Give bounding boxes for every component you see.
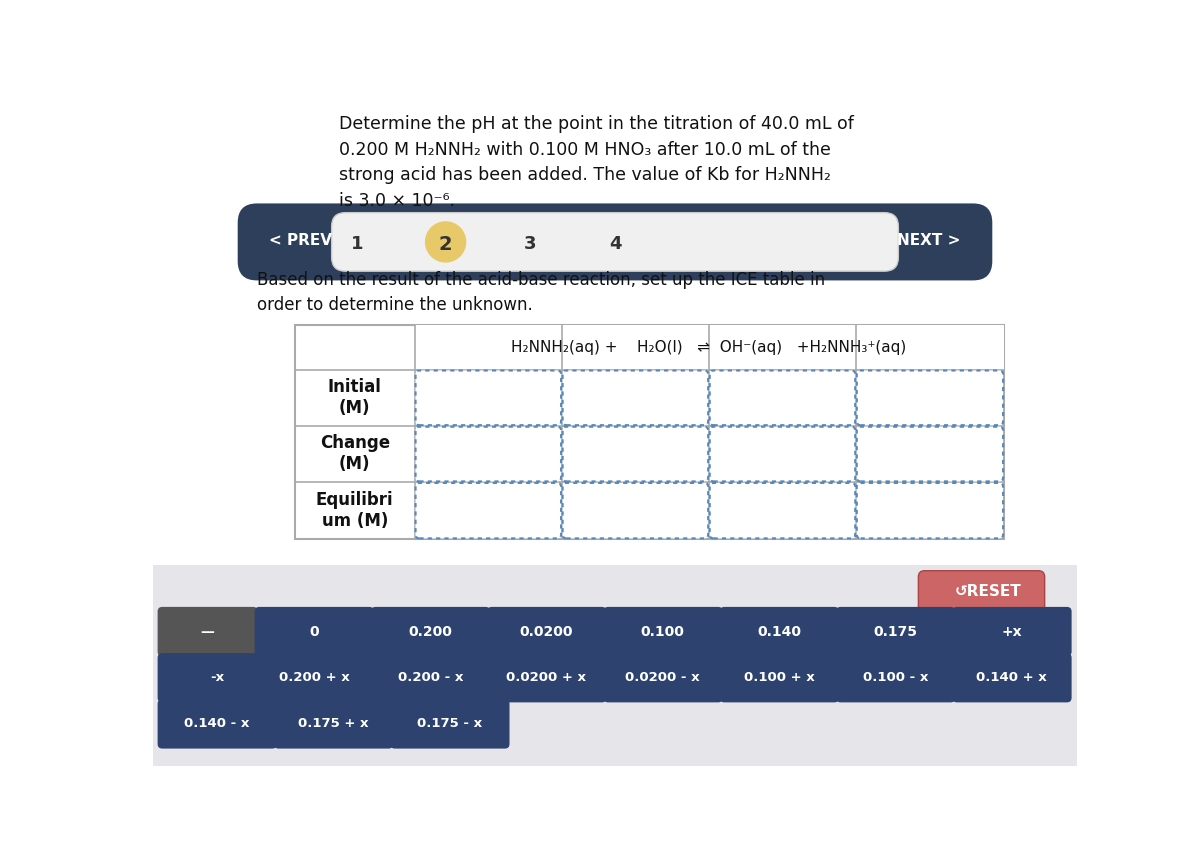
FancyBboxPatch shape (563, 483, 708, 538)
Text: 1: 1 (350, 235, 364, 253)
Text: 0.200 + x: 0.200 + x (278, 672, 349, 684)
Bar (415, 325, 1004, 369)
FancyBboxPatch shape (274, 699, 394, 748)
Text: ↺RESET: ↺RESET (954, 584, 1021, 599)
Text: 0.140 + x: 0.140 + x (976, 672, 1046, 684)
Text: Initial
(M): Initial (M) (328, 378, 382, 417)
FancyBboxPatch shape (415, 483, 562, 538)
Text: +x: +x (1001, 624, 1022, 639)
FancyBboxPatch shape (238, 203, 992, 281)
Text: 4: 4 (608, 235, 622, 253)
Text: 0.175 + x: 0.175 + x (298, 717, 368, 730)
FancyBboxPatch shape (390, 699, 510, 748)
Text: 2: 2 (439, 235, 452, 254)
Text: 3: 3 (524, 235, 536, 253)
FancyBboxPatch shape (563, 427, 708, 481)
FancyBboxPatch shape (604, 653, 722, 703)
FancyBboxPatch shape (836, 653, 955, 703)
Text: 0.175 - x: 0.175 - x (416, 717, 482, 730)
Text: 0.0200 - x: 0.0200 - x (625, 672, 700, 684)
Text: 0.100 + x: 0.100 + x (744, 672, 815, 684)
Text: 0.200: 0.200 (408, 624, 452, 639)
Text: -x: -x (210, 672, 224, 684)
FancyBboxPatch shape (157, 699, 277, 748)
FancyBboxPatch shape (487, 607, 606, 656)
Bar (154, 566, 1078, 766)
FancyBboxPatch shape (254, 607, 374, 656)
FancyBboxPatch shape (918, 571, 1045, 612)
FancyBboxPatch shape (415, 370, 562, 425)
FancyBboxPatch shape (604, 607, 722, 656)
FancyBboxPatch shape (157, 653, 277, 703)
FancyBboxPatch shape (709, 427, 856, 481)
Text: < PREV: < PREV (269, 232, 332, 248)
FancyBboxPatch shape (709, 370, 856, 425)
Text: Determine the pH at the point in the titration of 40.0 mL of
0.200 M H₂NNH₂ with: Determine the pH at the point in the tit… (340, 115, 854, 210)
FancyBboxPatch shape (953, 653, 1072, 703)
FancyBboxPatch shape (157, 607, 258, 656)
Bar (154, 103, 1078, 566)
FancyBboxPatch shape (415, 427, 562, 481)
Text: 0.140 - x: 0.140 - x (185, 717, 250, 730)
Text: 0: 0 (310, 624, 319, 639)
Text: NEXT >: NEXT > (898, 232, 961, 248)
FancyBboxPatch shape (836, 607, 955, 656)
Text: 0.200 - x: 0.200 - x (397, 672, 463, 684)
FancyBboxPatch shape (857, 427, 1003, 481)
Text: 0.0200: 0.0200 (520, 624, 574, 639)
FancyBboxPatch shape (857, 370, 1003, 425)
FancyBboxPatch shape (720, 607, 839, 656)
Circle shape (426, 222, 466, 262)
Text: 0.0200 + x: 0.0200 + x (506, 672, 587, 684)
Text: Change
(M): Change (M) (319, 434, 390, 473)
FancyBboxPatch shape (254, 653, 374, 703)
Text: Equilibri
um (M): Equilibri um (M) (316, 492, 394, 530)
FancyBboxPatch shape (709, 483, 856, 538)
FancyBboxPatch shape (720, 653, 839, 703)
FancyBboxPatch shape (857, 483, 1003, 538)
Text: 0.140: 0.140 (757, 624, 802, 639)
FancyBboxPatch shape (371, 607, 491, 656)
FancyBboxPatch shape (371, 653, 491, 703)
Bar (295, 325, 1004, 539)
Text: 0.175: 0.175 (874, 624, 917, 639)
Text: 0.100: 0.100 (641, 624, 685, 639)
Text: —: — (200, 624, 215, 639)
FancyBboxPatch shape (331, 213, 899, 271)
Text: H₂NNH₂(aq) +    H₂O(l)   ⇌  OH⁻(aq)   +H₂NNH₃⁺(aq): H₂NNH₂(aq) + H₂O(l) ⇌ OH⁻(aq) +H₂NNH₃⁺(a… (511, 340, 906, 355)
FancyBboxPatch shape (953, 607, 1072, 656)
Text: Based on the result of the acid-base reaction, set up the ICE table in
order to : Based on the result of the acid-base rea… (257, 271, 826, 314)
FancyBboxPatch shape (563, 370, 708, 425)
FancyBboxPatch shape (487, 653, 606, 703)
Text: 0.100 - x: 0.100 - x (863, 672, 928, 684)
